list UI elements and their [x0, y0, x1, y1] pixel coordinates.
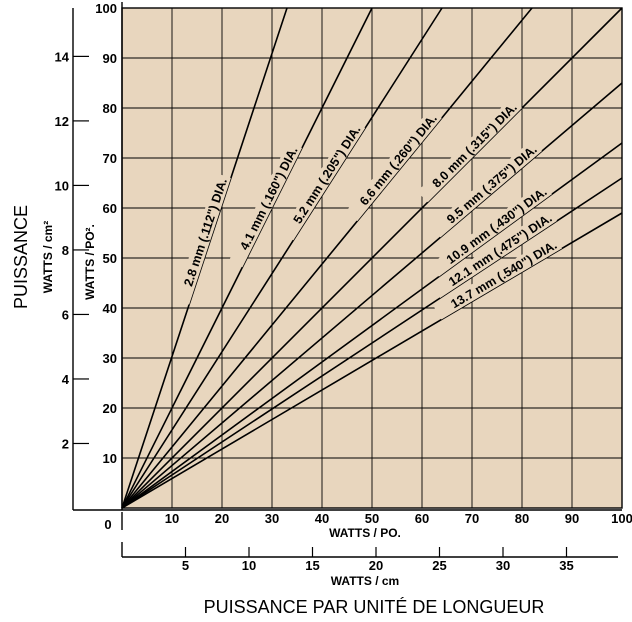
x-tick-label: 60: [415, 511, 429, 526]
series-line: [121, 7, 443, 509]
bottom-title: PUISSANCE PAR UNITÉ DE LONGUEUR: [204, 597, 545, 617]
origin-label: 0: [104, 517, 111, 532]
x2-tick-label: 5: [182, 558, 189, 573]
x-tick-label: 10: [165, 511, 179, 526]
y2-tick-label: 14: [55, 49, 70, 64]
y-tick-label: 10: [103, 451, 117, 466]
left-title: PUISSANCE: [11, 205, 31, 309]
series-label-bg: [430, 181, 552, 277]
x2-tick-label: 35: [559, 558, 573, 573]
series-label-bg: [430, 139, 542, 238]
y-tick-label: 80: [103, 101, 117, 116]
y-tick-label: 70: [103, 151, 117, 166]
x-tick-label: 90: [565, 511, 579, 526]
series-line: [121, 7, 373, 509]
y2-tick-label: 4: [62, 372, 70, 387]
y-tick-label: 100: [95, 1, 117, 16]
y-tick-label: 40: [103, 301, 117, 316]
x-tick-label: 40: [315, 511, 329, 526]
y-tick-label: 60: [103, 201, 117, 216]
y2-tick-label: 10: [55, 178, 69, 193]
series-label-bg: [280, 119, 366, 241]
x2-axis-title: WATTS / cm: [331, 574, 399, 588]
y2-tick-label: 12: [55, 114, 69, 129]
series-label-bg: [417, 97, 522, 203]
series-line: [121, 7, 533, 509]
series-label-bg: [228, 141, 302, 268]
x-tick-label: 100: [611, 511, 632, 526]
series-line: [121, 212, 623, 509]
y-tick-label: 30: [103, 351, 117, 366]
series-label-bg: [345, 108, 442, 222]
y-tick-label: 20: [103, 401, 117, 416]
y2-tick-label: 2: [62, 436, 69, 451]
x-tick-label: 70: [465, 511, 479, 526]
y-tick-label: 50: [103, 251, 117, 266]
series-line: [121, 142, 623, 509]
x-tick-label: 30: [265, 511, 279, 526]
x2-tick-label: 25: [432, 558, 446, 573]
x2-tick-label: 15: [305, 558, 319, 573]
x2-tick-label: 20: [369, 558, 383, 573]
y2-tick-label: 6: [62, 307, 69, 322]
y2-tick-label: 8: [62, 243, 69, 258]
x-tick-label: 50: [365, 511, 379, 526]
x-axis-title: WATTS / PO.: [329, 526, 401, 540]
series-line: [121, 82, 623, 509]
series-label-bg: [431, 208, 557, 299]
series-line: [121, 7, 288, 509]
x2-tick-label: 30: [496, 558, 510, 573]
x-tick-label: 80: [515, 511, 529, 526]
y-axis-title: WATTS / PO².: [83, 224, 97, 300]
x2-tick-label: 10: [242, 558, 256, 573]
series-label-bg: [433, 235, 562, 320]
series-line: [121, 177, 623, 509]
series-label-bg: [174, 173, 231, 305]
x-tick-label: 20: [215, 511, 229, 526]
y-tick-label: 90: [103, 51, 117, 66]
series-line: [121, 7, 623, 509]
y2-axis-title: WATTS / cm²: [41, 221, 55, 293]
